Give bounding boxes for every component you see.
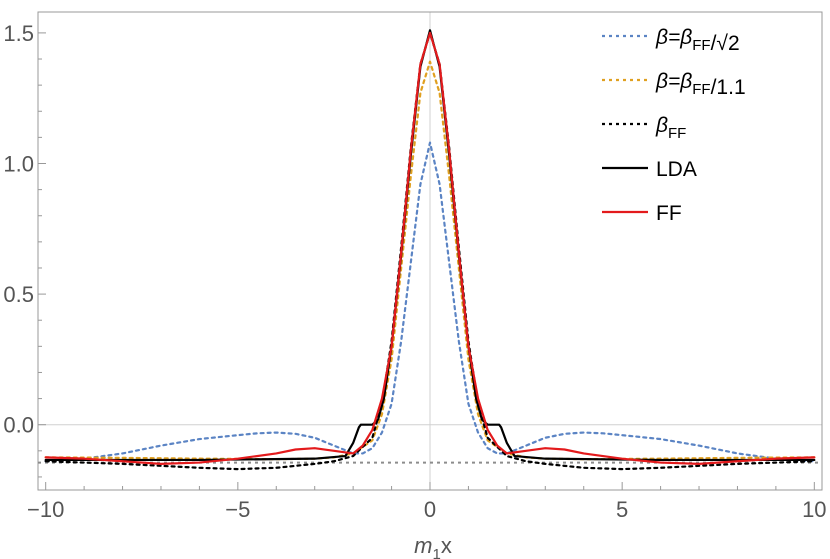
x-tick-label: −5 xyxy=(225,497,250,522)
legend: β=βFF/√2 β=βFF/1.1 βFF LDA FF xyxy=(602,26,746,225)
grid-layer xyxy=(38,12,822,490)
series-layer xyxy=(44,29,816,471)
y-tick-label: 0.5 xyxy=(3,282,34,307)
y-tick-label: 1.5 xyxy=(3,21,34,46)
series-line-4 xyxy=(44,29,816,462)
series-line-1 xyxy=(44,141,816,463)
x-tick-label: −10 xyxy=(27,497,64,522)
legend-label-2: β=βFF/1.1 xyxy=(655,70,746,99)
x-axis-title-sub: 1 xyxy=(432,546,440,559)
legend-label-1: β=βFF/√2 xyxy=(655,26,740,55)
legend-label-4: LDA xyxy=(656,158,697,181)
x-tick-label: 5 xyxy=(616,497,628,522)
x-axis-title-main: m xyxy=(414,533,432,558)
x-axis-title-tail: x xyxy=(441,533,452,558)
series-line-5 xyxy=(44,31,816,465)
legend-label-5: FF xyxy=(656,202,682,225)
x-tick-label: 0 xyxy=(424,497,436,522)
legend-label-3: βFF xyxy=(655,114,686,142)
ticks-layer: −10 −5 0 5 10 0.0 0.5 1.0 1.5 xyxy=(3,21,826,522)
x-axis-title: m1x xyxy=(414,533,452,559)
y-tick-label: 1.0 xyxy=(3,151,34,176)
y-tick-label: 0.0 xyxy=(3,413,34,438)
x-tick-label: 10 xyxy=(802,497,826,522)
